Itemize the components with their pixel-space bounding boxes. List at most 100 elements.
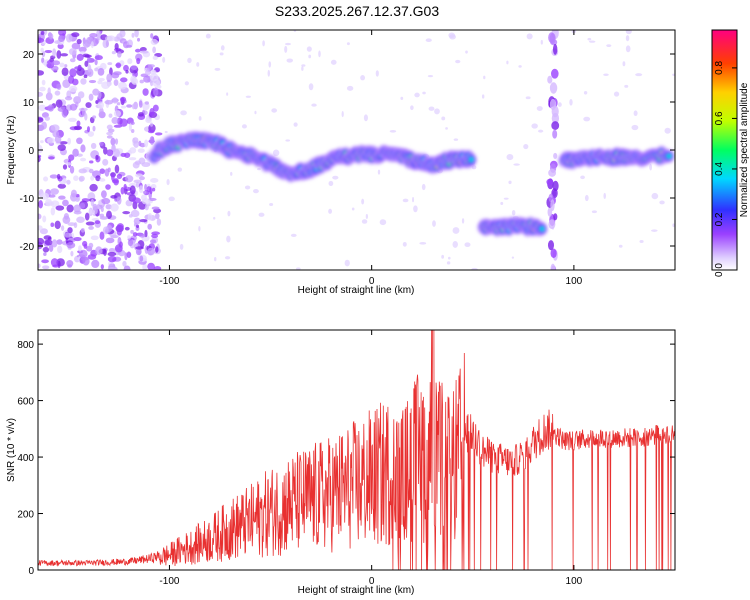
- snr-panel: -100 0 100 0 200 400 600 800 Height of straigh…: [6, 329, 676, 596]
- noise-speck: [132, 197, 141, 204]
- noise-speck: [42, 215, 47, 223]
- ridge-core: [539, 226, 545, 232]
- noise-speck: [65, 33, 73, 43]
- noise-speck: [43, 235, 52, 240]
- colorbar-tick-label: 0.8: [714, 61, 725, 75]
- noise-speck: [147, 262, 155, 270]
- noise-speck: [330, 59, 337, 65]
- noise-speck: [78, 175, 85, 182]
- noise-speck: [74, 66, 82, 70]
- noise-speck: [105, 184, 111, 190]
- noise-speck: [427, 75, 434, 78]
- noise-speck: [111, 116, 119, 125]
- noise-speck: [107, 128, 115, 133]
- streak-speck: [553, 213, 558, 221]
- noise-speck: [113, 110, 121, 118]
- noise-speck: [155, 212, 160, 220]
- noise-speck: [410, 105, 414, 111]
- noise-speck: [41, 79, 46, 86]
- noise-speck: [79, 202, 86, 209]
- noise-speck: [318, 50, 321, 58]
- noise-speck: [102, 158, 109, 166]
- noise-speck: [73, 96, 82, 104]
- noise-speck: [591, 210, 597, 214]
- noise-speck: [453, 138, 459, 141]
- noise-speck: [155, 246, 159, 253]
- noise-speck: [38, 213, 42, 220]
- noise-speck: [97, 67, 105, 76]
- noise-speck: [603, 73, 609, 76]
- noise-speck: [471, 267, 478, 270]
- snr-x-tick-label: 0: [369, 576, 375, 587]
- noise-speck: [78, 249, 88, 258]
- noise-speck: [180, 110, 187, 116]
- noise-speck: [147, 223, 152, 230]
- colorbar-gradient: [712, 30, 737, 270]
- noise-speck: [446, 261, 451, 265]
- noise-speck: [105, 204, 112, 210]
- noise-speck: [106, 35, 116, 42]
- noise-speck: [151, 136, 155, 143]
- noise-speck: [131, 32, 135, 38]
- noise-speck: [153, 265, 162, 270]
- noise-speck: [56, 258, 65, 267]
- streak-speck: [546, 178, 553, 186]
- noise-speck: [153, 87, 159, 97]
- noise-speck: [137, 148, 145, 153]
- noise-speck: [179, 243, 184, 250]
- noise-speck: [226, 235, 231, 243]
- noise-speck: [445, 127, 448, 130]
- noise-speck: [76, 38, 82, 45]
- noise-speck: [506, 154, 514, 161]
- noise-speck: [88, 79, 97, 84]
- noise-speck: [422, 91, 426, 95]
- noise-speck: [97, 90, 102, 100]
- noise-speck: [106, 210, 112, 220]
- noise-speck: [659, 200, 665, 205]
- noise-speck: [150, 33, 154, 39]
- noise-speck: [78, 107, 88, 112]
- noise-speck: [39, 228, 48, 235]
- noise-speck: [99, 178, 106, 182]
- noise-speck: [419, 242, 427, 245]
- noise-speck: [54, 90, 61, 96]
- noise-speck: [42, 61, 48, 66]
- noise-speck: [67, 227, 73, 234]
- noise-speck: [151, 206, 160, 210]
- noise-speck: [73, 204, 81, 213]
- noise-speck: [62, 199, 69, 207]
- spectrogram-x-tick-label: 100: [566, 276, 583, 287]
- noise-speck: [114, 138, 119, 145]
- snr-y-tick-label: 400: [17, 453, 34, 464]
- noise-speck: [483, 75, 486, 80]
- noise-speck: [84, 212, 90, 221]
- noise-speck: [137, 112, 144, 117]
- noise-speck: [379, 219, 387, 226]
- noise-speck: [633, 110, 638, 117]
- noise-speck: [56, 50, 62, 59]
- streak-speck: [551, 68, 559, 79]
- noise-speck: [120, 152, 127, 158]
- noise-speck: [41, 259, 49, 264]
- noise-speck: [41, 121, 47, 130]
- noise-speck: [126, 44, 133, 48]
- noise-speck: [117, 81, 127, 90]
- noise-speck: [105, 237, 115, 244]
- noise-speck: [80, 78, 87, 85]
- noise-speck: [68, 75, 75, 84]
- noise-speck: [85, 221, 95, 226]
- noise-speck: [49, 174, 58, 179]
- streak-speck: [548, 168, 557, 177]
- noise-speck: [102, 226, 109, 235]
- noise-speck: [147, 213, 153, 221]
- colorbar-tick-label: 0.4: [714, 162, 725, 176]
- noise-speck: [88, 93, 94, 101]
- noise-speck: [110, 137, 116, 146]
- noise-speck: [536, 106, 543, 111]
- noise-speck: [513, 163, 520, 166]
- noise-speck: [101, 81, 111, 90]
- spectrogram-y-tick-label: -20: [20, 242, 35, 253]
- noise-speck: [107, 255, 117, 263]
- noise-speck: [76, 216, 85, 223]
- noise-speck: [80, 227, 85, 233]
